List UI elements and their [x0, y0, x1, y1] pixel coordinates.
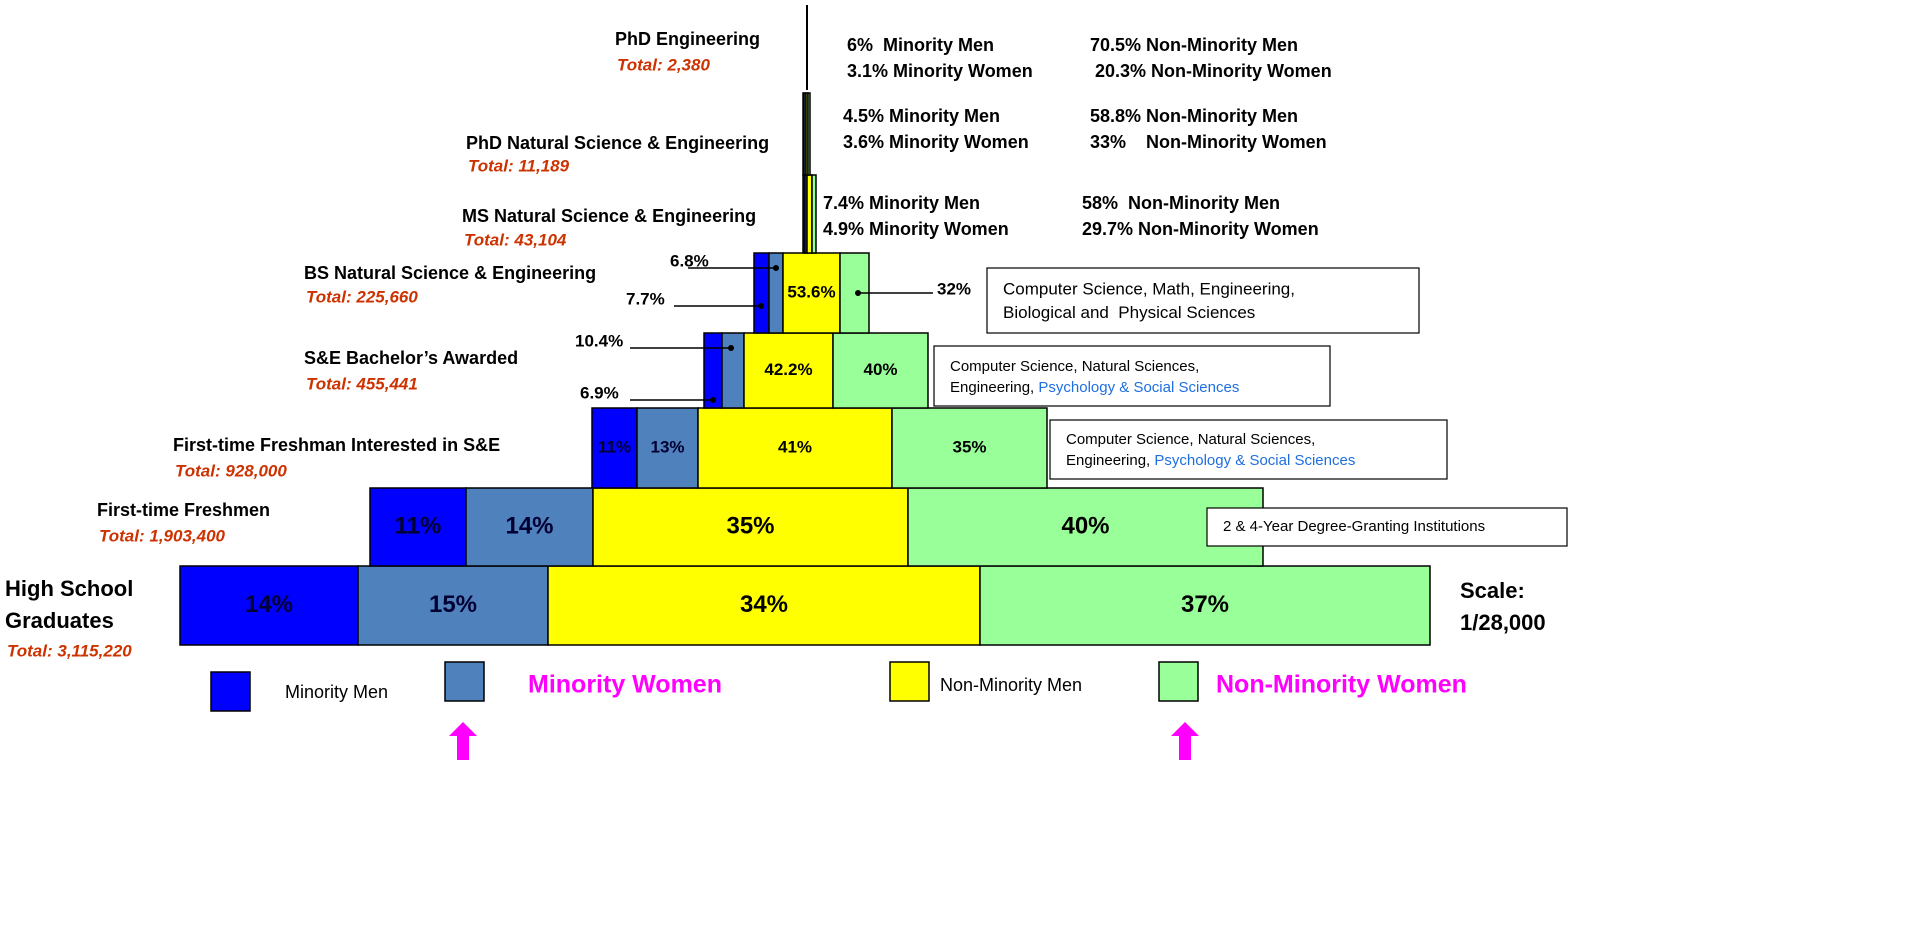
level-label: First-time Freshman Interested in S&E: [173, 435, 500, 455]
legend-swatch: [1158, 661, 1199, 702]
description: Computer Science, Natural Sciences,: [1066, 431, 1315, 448]
segment-label: 35%: [952, 437, 986, 456]
scale: 1/28,000: [1460, 610, 1546, 635]
segment-label: 42.2%: [764, 360, 812, 379]
legend-label: Minority Men: [285, 682, 388, 702]
description: Engineering, Psychology & Social Science…: [950, 379, 1239, 396]
description-box: [1049, 419, 1448, 480]
level-total: Total: 43,104: [464, 230, 567, 249]
segment-label: 37%: [1181, 591, 1229, 618]
stat: 7.4% Minority Men: [823, 193, 980, 213]
segment-label: 13%: [650, 437, 684, 456]
level-label: BS Natural Science & Engineering: [304, 263, 596, 283]
segment: [832, 332, 929, 409]
leader-dot: [773, 265, 779, 271]
leader-dot: [728, 345, 734, 351]
segment-label: 53.6%: [787, 282, 835, 301]
level-total: Total: 455,441: [306, 374, 418, 393]
description-part: Engineering,: [950, 379, 1038, 396]
segment: [743, 332, 834, 409]
segment-label: 32%: [937, 279, 971, 298]
level-total: Total: 1,903,400: [99, 526, 226, 545]
legend-label: Minority Women: [528, 671, 722, 699]
legend-swatch: [889, 661, 930, 702]
segment-label: 40%: [1061, 512, 1109, 539]
segment-label: 34%: [740, 591, 788, 618]
segment-label: 14%: [505, 512, 553, 539]
segment-label: 10.4%: [575, 331, 623, 350]
stat: 58.8% Non-Minority Men: [1090, 106, 1298, 126]
level-label: First-time Freshmen: [97, 500, 270, 520]
segment-label: 41%: [778, 437, 812, 456]
stat: 33% Non-Minority Women: [1090, 132, 1327, 152]
description: Computer Science, Natural Sciences,: [950, 358, 1199, 375]
segment: [891, 407, 1048, 489]
arrow: [449, 722, 477, 760]
level-total: Total: 2,380: [617, 55, 710, 74]
stat: 20.3% Non-Minority Women: [1090, 61, 1332, 81]
level-label: High School: [5, 576, 133, 601]
stat: 3.1% Minority Women: [847, 61, 1033, 81]
stat: 3.6% Minority Women: [843, 132, 1029, 152]
segment-label: 15%: [429, 591, 477, 618]
legend-swatch: [210, 671, 251, 712]
segment: [753, 252, 770, 334]
leader-dot: [710, 397, 716, 403]
description-part: Psychology & Social Sciences: [1038, 379, 1239, 396]
leader-dot: [855, 290, 861, 296]
legend-label: Non-Minority Men: [940, 675, 1082, 695]
level-label: MS Natural Science & Engineering: [462, 206, 756, 226]
segment: [811, 174, 817, 254]
segment-label: 14%: [245, 591, 293, 618]
level-label: PhD Engineering: [615, 29, 760, 49]
segment: [807, 92, 811, 176]
segment-label: 11%: [598, 437, 631, 456]
description-box: [933, 345, 1331, 407]
description: Biological and Physical Sciences: [1003, 303, 1255, 322]
scale: Scale:: [1460, 578, 1525, 603]
stat: 58% Non-Minority Men: [1082, 193, 1280, 213]
segment: [465, 487, 594, 567]
level-total: Total: 3,115,220: [7, 641, 132, 660]
segment: [979, 565, 1431, 646]
description: Engineering, Psychology & Social Science…: [1066, 452, 1355, 469]
level-total: Total: 11,189: [468, 156, 570, 175]
level-total: Total: 225,660: [306, 287, 418, 306]
segment-label: 40%: [863, 360, 897, 379]
level-total: Total: 928,000: [175, 461, 287, 480]
description: 2 & 4-Year Degree-Granting Institutions: [1223, 518, 1485, 535]
stat: 29.7% Non-Minority Women: [1082, 219, 1319, 239]
segment-label: 11%: [395, 512, 442, 539]
level-label: S&E Bachelor’s Awarded: [304, 348, 518, 368]
segment: [636, 407, 699, 489]
segment: [357, 565, 549, 646]
legend-swatch: [444, 661, 485, 702]
stat: 4.9% Minority Women: [823, 219, 1009, 239]
description-box: [986, 267, 1420, 334]
segment-label: 35%: [726, 512, 774, 539]
description-part: Biological and Physical Sciences: [1003, 303, 1255, 322]
level-label: Graduates: [5, 608, 114, 633]
description: Computer Science, Math, Engineering,: [1003, 279, 1295, 298]
description-part: Engineering,: [1066, 452, 1154, 469]
segment-label: 6.8%: [670, 251, 709, 270]
segment-label: 6.9%: [580, 383, 619, 402]
segment: [591, 407, 638, 489]
segment: [697, 407, 893, 489]
segment-label: 7.7%: [626, 289, 665, 308]
stat: 6% Minority Men: [847, 35, 994, 55]
description-box: [1206, 507, 1568, 547]
arrow: [1171, 722, 1199, 760]
leader-dot: [758, 303, 764, 309]
description-part: Psychology & Social Sciences: [1154, 452, 1355, 469]
level-label: PhD Natural Science & Engineering: [466, 133, 769, 153]
segment: [907, 487, 1264, 567]
stat: 4.5% Minority Men: [843, 106, 1000, 126]
segment: [721, 332, 745, 409]
segment: [703, 332, 723, 409]
stat: 70.5% Non-Minority Men: [1090, 35, 1298, 55]
legend-label: Non-Minority Women: [1216, 671, 1467, 699]
